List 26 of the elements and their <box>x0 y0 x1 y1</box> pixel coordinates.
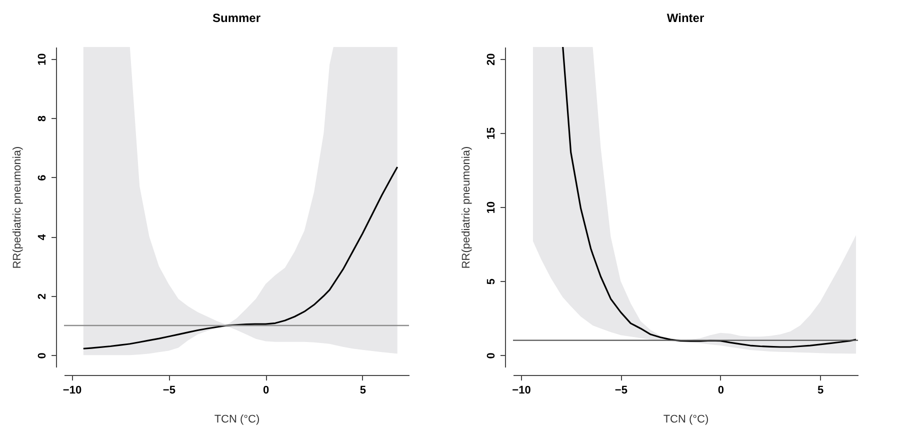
y-tick-label: 10 <box>36 53 48 66</box>
x-tick-label: −10 <box>62 384 82 396</box>
y-tick-label: 0 <box>36 352 48 359</box>
y-tick-label: 4 <box>36 233 48 240</box>
line-series <box>82 166 398 350</box>
y-tick-label: 0 <box>486 352 498 359</box>
y-tick-label: 20 <box>486 53 498 66</box>
x-axis-title: TCN (°C) <box>663 414 709 426</box>
x-tick-label: −5 <box>162 384 176 396</box>
chart-title: Summer <box>212 11 261 25</box>
y-tick-label: 15 <box>486 127 498 140</box>
chart-title: Winter <box>666 11 704 25</box>
y-axis-title: RR(pediatric pneumonia) <box>460 146 472 269</box>
x-tick-label: 5 <box>360 384 366 396</box>
y-tick-label: 8 <box>36 116 48 122</box>
y-tick-label: 2 <box>36 293 48 300</box>
y-tick-label: 6 <box>36 174 48 181</box>
x-tick-label: 0 <box>263 384 270 396</box>
y-tick-label: 5 <box>486 278 498 285</box>
x-tick-label: 0 <box>718 384 724 396</box>
y-axis-title: RR(pediatric pneumonia) <box>12 146 24 269</box>
x-axis-title: TCN (°C) <box>214 414 260 426</box>
x-tick-label: −10 <box>512 384 531 396</box>
y-tick-label: 10 <box>486 201 498 214</box>
x-tick-label: −5 <box>614 384 628 396</box>
x-tick-label: 5 <box>818 384 824 396</box>
